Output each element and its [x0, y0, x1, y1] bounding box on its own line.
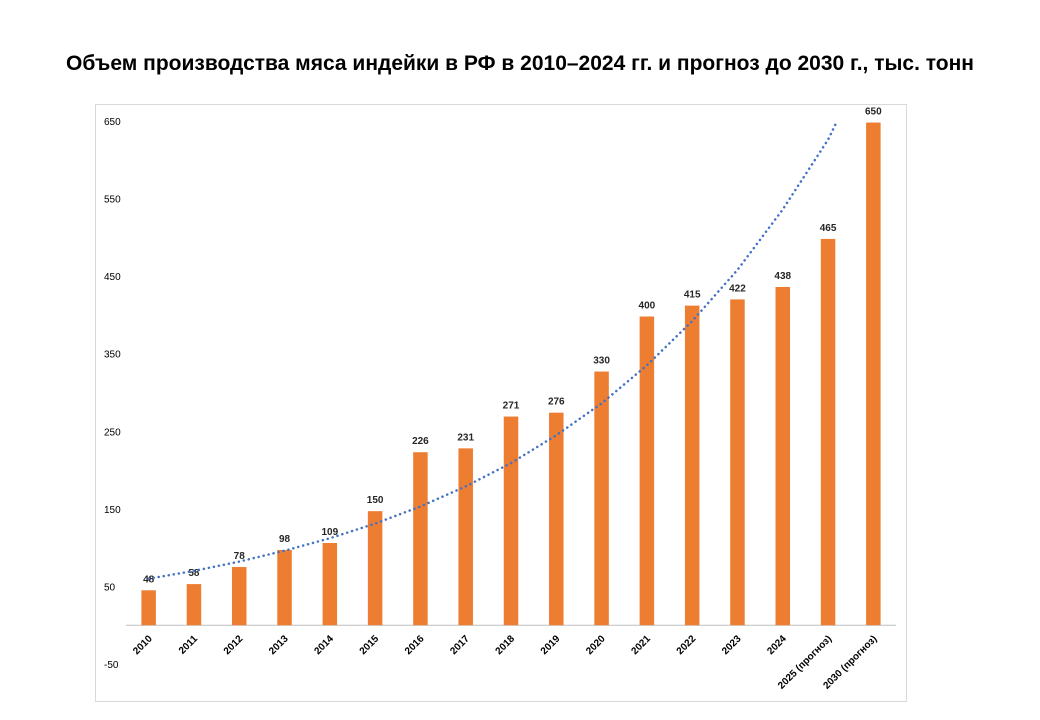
bar: [367, 511, 383, 626]
data-label: 150: [367, 495, 384, 506]
bar: [684, 305, 700, 626]
trendline: [147, 119, 839, 580]
data-label: 438: [774, 271, 791, 282]
x-tick-label: 2016: [403, 633, 427, 657]
data-label: 226: [412, 436, 429, 447]
data-label: 231: [457, 432, 474, 443]
x-tick-label: 2022: [675, 633, 699, 657]
data-label: 271: [503, 401, 520, 412]
bar: [322, 542, 338, 626]
data-label: 58: [188, 568, 200, 579]
y-tick-label: 450: [104, 272, 121, 283]
y-tick-label: 350: [104, 350, 121, 361]
data-label: 650: [865, 107, 882, 118]
x-tick-label: 2018: [494, 633, 518, 657]
x-tick-label: 2011: [177, 633, 200, 656]
data-label: 109: [321, 527, 338, 538]
bar: [549, 412, 564, 626]
x-tick-label: 2019: [539, 633, 563, 657]
x-tick-label: 2020: [584, 633, 608, 657]
bar: [730, 299, 745, 626]
y-tick-label: 50: [104, 582, 116, 593]
x-tick-label: 2023: [720, 633, 744, 657]
data-label: 465: [820, 223, 837, 234]
bar: [775, 287, 791, 626]
bar: [277, 549, 292, 626]
bar: [639, 316, 655, 626]
data-label: 422: [729, 283, 746, 294]
bar: [413, 452, 428, 626]
bar: [458, 448, 473, 626]
bar: [186, 584, 202, 626]
data-label: 78: [234, 551, 246, 562]
x-tick-label: 2017: [448, 633, 472, 657]
data-label: 415: [684, 290, 701, 301]
y-tick-label: 550: [104, 195, 121, 206]
x-tick-label: 2013: [267, 633, 291, 657]
data-label: 330: [593, 356, 610, 367]
x-tick-label: 2024: [765, 633, 789, 657]
chart-area: 650 550 450 350 250 150 50 -50 48 2010 58 2011 78 201…: [95, 104, 907, 702]
y-tick-label: 650: [104, 117, 121, 128]
bar: [141, 590, 156, 626]
y-tick-label: -50: [104, 660, 119, 671]
x-tick-label: 2010: [131, 633, 155, 657]
data-label: 400: [639, 300, 656, 311]
x-tick-label: 2014: [312, 633, 336, 657]
bar: [820, 238, 836, 626]
bar: [594, 371, 609, 626]
bar: [503, 416, 519, 626]
chart-title: Объем производства мяса индейки в РФ в 2…: [66, 52, 974, 75]
data-label: 98: [279, 534, 291, 545]
x-tick-label: 2021: [629, 633, 653, 657]
y-tick-label: 250: [104, 427, 121, 438]
chart-svg: 65055045035025015050-5048201058201178201…: [104, 107, 896, 692]
bar: [866, 122, 881, 626]
x-tick-label: 2012: [222, 633, 246, 657]
y-tick-label: 150: [104, 505, 121, 516]
bar: [231, 567, 247, 626]
x-tick-label: 2015: [358, 633, 382, 657]
data-label: 276: [548, 397, 565, 408]
